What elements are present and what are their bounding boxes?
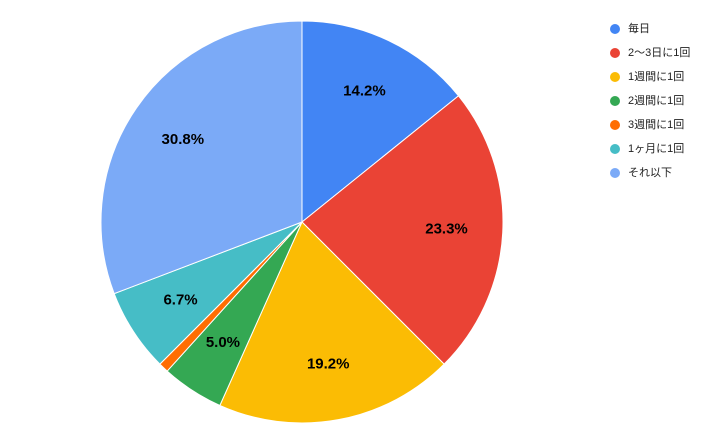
legend-label: 1ヶ月に1回 — [628, 142, 684, 155]
legend-marker — [610, 72, 620, 82]
pie-slice — [100, 20, 303, 295]
legend-label: 2〜3日に1回 — [628, 46, 690, 59]
legend-label: 1週間に1回 — [628, 70, 684, 83]
legend-marker — [610, 120, 620, 130]
value-label: 5.0% — [206, 334, 240, 351]
value-label: 14.2% — [343, 82, 386, 99]
legend-marker — [610, 24, 620, 34]
legend-marker — [610, 144, 620, 154]
legend-label: 毎日 — [628, 22, 650, 35]
value-label: 23.3% — [425, 221, 468, 238]
legend-marker — [610, 48, 620, 58]
value-label: 30.8% — [162, 131, 205, 148]
pie-slice — [301, 20, 460, 224]
pie-slice — [301, 95, 504, 365]
legend-label: 2週間に1回 — [628, 94, 684, 107]
value-label: 6.7% — [163, 292, 197, 309]
pie-slice — [219, 221, 445, 424]
legend-marker — [610, 168, 620, 178]
value-label: 19.2% — [307, 355, 350, 372]
legend-label: それ以下 — [628, 166, 672, 179]
legend-marker — [610, 96, 620, 106]
legend-label: 3週間に1回 — [628, 118, 684, 131]
